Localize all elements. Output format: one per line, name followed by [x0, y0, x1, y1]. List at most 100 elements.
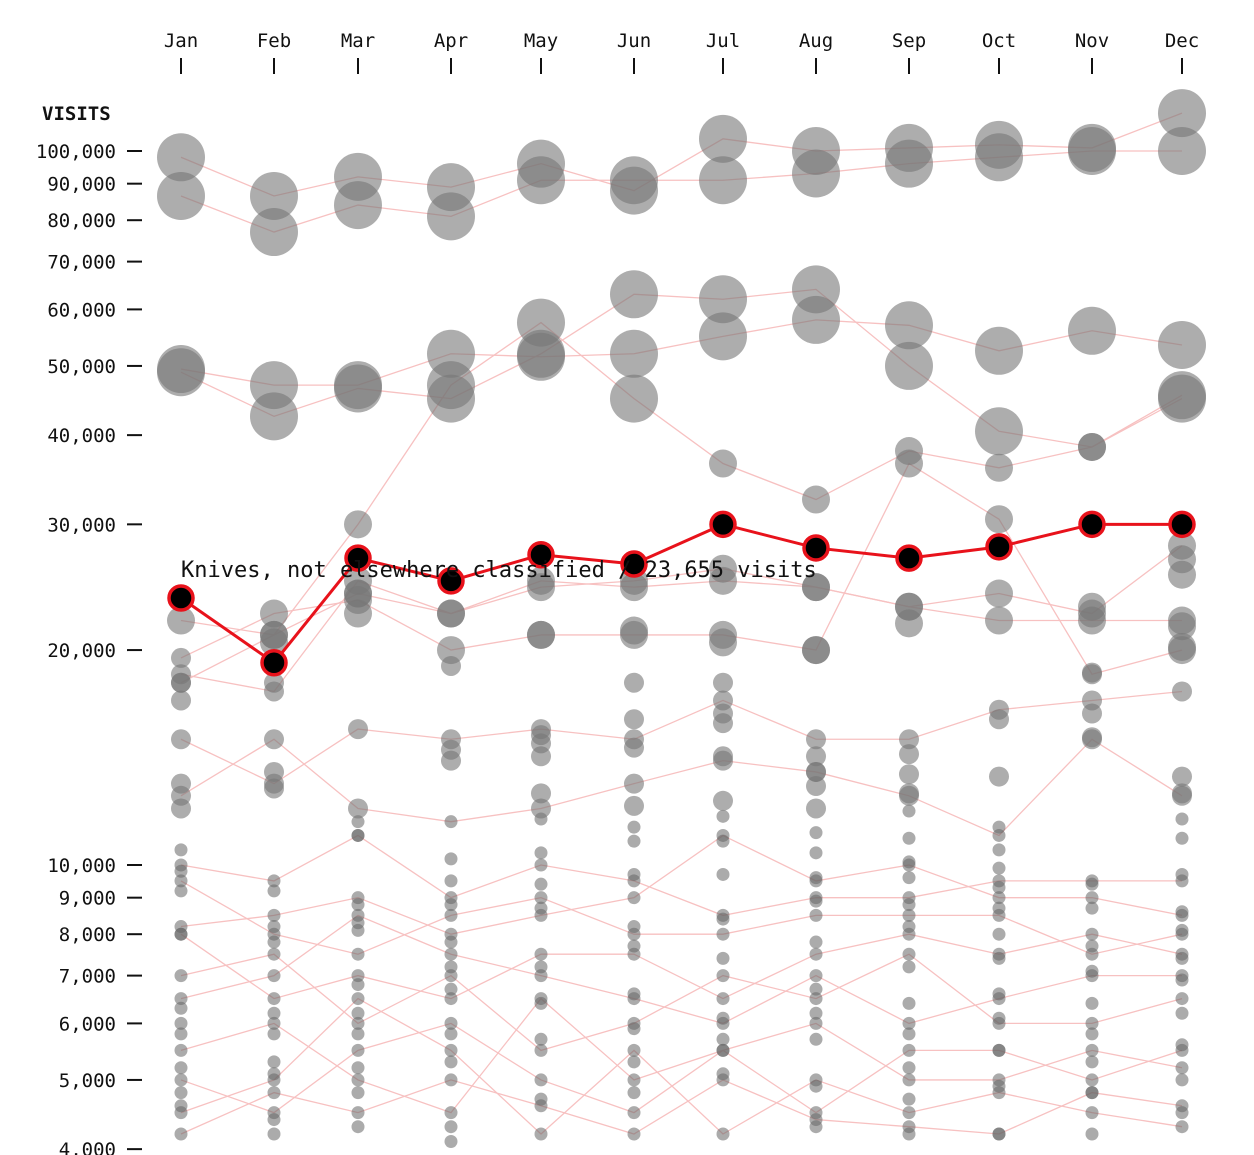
data-point[interactable] [444, 898, 458, 912]
data-point[interactable] [902, 908, 916, 922]
data-point[interactable] [534, 901, 548, 915]
data-bubble[interactable] [989, 766, 1009, 787]
data-point[interactable] [809, 908, 823, 922]
data-bubble[interactable] [171, 690, 191, 711]
data-bubble[interactable] [171, 798, 191, 819]
data-point[interactable] [174, 1073, 188, 1087]
data-point[interactable] [174, 1099, 188, 1113]
data-point[interactable] [1085, 877, 1099, 891]
data-point[interactable] [267, 920, 281, 934]
data-point[interactable] [902, 960, 916, 974]
data-point[interactable] [627, 920, 641, 934]
data-point[interactable] [992, 1079, 1006, 1093]
data-point[interactable] [351, 1061, 365, 1075]
data-bubble[interactable] [1068, 306, 1116, 355]
data-bubble[interactable] [1172, 783, 1192, 804]
data-bubble[interactable] [975, 133, 1023, 182]
data-bubble[interactable] [624, 737, 644, 758]
data-bubble[interactable] [171, 647, 191, 668]
data-point[interactable] [174, 1043, 188, 1057]
data-bubble[interactable] [989, 709, 1009, 730]
data-point[interactable] [444, 1134, 458, 1148]
data-point[interactable] [534, 1127, 548, 1141]
data-bubble[interactable] [802, 485, 830, 514]
data-point[interactable] [992, 987, 1006, 1001]
data-bubble[interactable] [624, 709, 644, 730]
data-bubble[interactable] [527, 620, 555, 649]
data-point[interactable] [902, 871, 916, 885]
data-point[interactable] [351, 1043, 365, 1057]
data-bubble[interactable] [802, 636, 830, 665]
data-bubble[interactable] [610, 374, 658, 423]
data-bubble[interactable] [531, 746, 551, 767]
data-point[interactable] [351, 1016, 365, 1030]
data-bubble[interactable] [260, 599, 288, 628]
data-point[interactable] [809, 1120, 823, 1134]
data-point[interactable] [627, 1127, 641, 1141]
data-point[interactable] [902, 831, 916, 845]
data-point[interactable] [444, 982, 458, 996]
data-bubble[interactable] [531, 783, 551, 804]
data-point[interactable] [174, 1127, 188, 1141]
data-point[interactable] [174, 969, 188, 983]
data-bubble[interactable] [713, 790, 733, 811]
data-bubble[interactable] [885, 341, 933, 390]
data-point[interactable] [174, 992, 188, 1006]
data-point[interactable] [351, 828, 365, 842]
data-bubble[interactable] [250, 392, 298, 441]
data-point[interactable] [809, 826, 823, 840]
data-point[interactable] [267, 874, 281, 888]
data-point[interactable] [902, 898, 916, 912]
data-point[interactable] [1175, 905, 1189, 919]
data-point[interactable] [267, 1055, 281, 1069]
data-point[interactable] [444, 992, 458, 1006]
data-bubble[interactable] [264, 672, 284, 693]
data-point[interactable] [902, 1027, 916, 1041]
data-bubble[interactable] [713, 672, 733, 693]
data-point[interactable] [902, 920, 916, 934]
data-bubble[interactable] [699, 312, 747, 361]
highlight-point-mar[interactable] [344, 544, 372, 572]
data-point[interactable] [534, 891, 548, 905]
data-point[interactable] [716, 969, 730, 983]
data-point[interactable] [627, 1055, 641, 1069]
data-bubble[interactable] [885, 301, 933, 350]
data-bubble[interactable] [334, 364, 382, 413]
data-bubble[interactable] [624, 672, 644, 693]
data-bubble[interactable] [348, 719, 368, 740]
data-point[interactable] [716, 912, 730, 926]
data-bubble[interactable] [171, 672, 191, 693]
highlight-point-may[interactable] [527, 540, 555, 569]
data-bubble[interactable] [610, 156, 658, 205]
data-point[interactable] [534, 960, 548, 974]
data-bubble[interactable] [899, 764, 919, 785]
data-bubble[interactable] [610, 329, 658, 378]
highlighted-series[interactable] [167, 510, 1196, 677]
data-bubble[interactable] [895, 609, 923, 638]
data-point[interactable] [1085, 939, 1099, 953]
data-point[interactable] [902, 804, 916, 818]
data-point[interactable] [902, 947, 916, 961]
data-point[interactable] [174, 884, 188, 898]
data-point[interactable] [1175, 1038, 1189, 1052]
data-point[interactable] [1175, 992, 1189, 1006]
data-point[interactable] [444, 908, 458, 922]
data-point[interactable] [992, 1043, 1006, 1057]
data-point[interactable] [716, 951, 730, 965]
data-bubble[interactable] [895, 449, 923, 478]
data-point[interactable] [444, 1055, 458, 1069]
data-bubble[interactable] [1082, 703, 1102, 724]
data-bubble[interactable] [1078, 592, 1106, 621]
data-point[interactable] [992, 951, 1006, 965]
data-bubble[interactable] [250, 208, 298, 257]
data-bubble[interactable] [157, 171, 205, 220]
data-point[interactable] [902, 1043, 916, 1057]
data-point[interactable] [627, 867, 641, 881]
data-point[interactable] [809, 846, 823, 860]
data-bubble[interactable] [531, 798, 551, 819]
data-point[interactable] [716, 1067, 730, 1081]
data-bubble[interactable] [885, 139, 933, 188]
data-point[interactable] [351, 923, 365, 937]
data-point[interactable] [267, 992, 281, 1006]
data-point[interactable] [267, 1113, 281, 1127]
